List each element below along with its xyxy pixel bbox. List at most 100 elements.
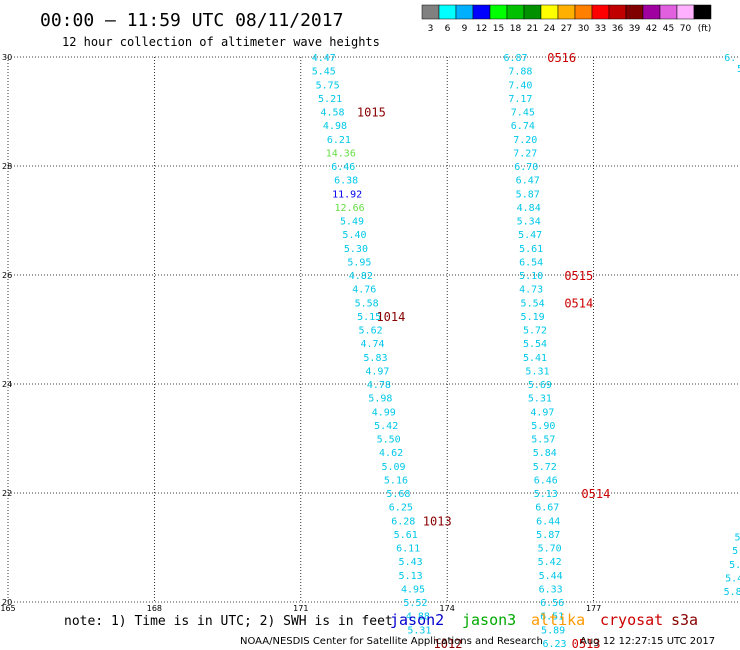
plot-grid [7, 56, 740, 603]
wave-height-point: 6.33 [539, 584, 563, 595]
wave-height-point: 5.43 [399, 557, 423, 568]
pass-time-label: 0515 [564, 269, 593, 283]
pass-time-label: 0514 [564, 296, 593, 310]
wave-height-point: 4.99 [372, 407, 396, 418]
wave-height-point: 5.84 [533, 448, 557, 459]
colorbar-swatch [523, 4, 542, 20]
wave-height-point: 5.69 [528, 380, 552, 391]
wave-height-point: 7.27 [513, 148, 537, 159]
colorbar-label: 30 [578, 24, 590, 34]
x-tick-label: 171 [293, 604, 308, 613]
wave-height-point: 5.4 [725, 573, 740, 584]
wave-height-point: 6.38 [334, 176, 358, 187]
wave-height-point: 7.88 [508, 67, 532, 78]
wave-height-point: 5.61 [394, 530, 418, 541]
wave-height-point: 5.87 [516, 189, 540, 200]
axis-ticks: 165 168 171 174 177 20 22 24 26 28 30 [0, 53, 601, 613]
wave-height-point: 6.46 [331, 162, 355, 173]
colorbar-label: 33 [595, 24, 606, 34]
colorbar-swatch [557, 4, 576, 20]
colorbar-label: 9 [462, 24, 468, 34]
wave-height-point: 4.74 [360, 339, 384, 350]
wave-height-point: 4.47 [312, 53, 336, 64]
colorbar-swatch [438, 4, 457, 20]
wave-height-point: 5.89 [541, 625, 565, 636]
wave-height-point: 5.49 [340, 217, 364, 228]
footer-note: note: 1) Time is in UTC; 2) SWH is in fe… [64, 614, 393, 629]
colorbar-label: 6 [445, 24, 451, 34]
wave-height-point: 5.42 [538, 557, 562, 568]
wave-height-point: 7.45 [511, 108, 535, 119]
colorbar-swatch [540, 4, 559, 20]
wave-height-point: 5.42 [374, 421, 398, 432]
wave-height-point: 4.97 [530, 407, 554, 418]
colorbar-swatch [608, 4, 627, 20]
colorbar-label: 12 [476, 24, 487, 34]
wave-height-point: 4.73 [519, 285, 543, 296]
wave-height-point: 4.76 [352, 285, 376, 296]
wave-height-point: 4.84 [517, 203, 541, 214]
pass-time-label: 1012 [434, 637, 463, 650]
wave-height-point: 5.52 [403, 598, 427, 609]
wave-height-point: 5.72 [523, 326, 547, 337]
y-tick-label: 30 [2, 53, 12, 62]
colorbar-swatch [625, 4, 644, 20]
y-tick-label: 20 [2, 598, 12, 607]
wave-height-point: 5.70 [538, 544, 562, 555]
x-tick-label: 177 [586, 604, 601, 613]
wave-height-point: 6.67 [535, 503, 559, 514]
colorbar-label: 21 [527, 24, 538, 34]
wave-height-point: 6.54 [519, 257, 543, 268]
satellite-legend-s3a: s3a [671, 611, 698, 629]
satellite-legend-cryosat: cryosat [600, 611, 663, 629]
wave-height-point: 5.09 [381, 462, 405, 473]
wave-height-point: 6.56 [540, 598, 564, 609]
wave-height-point: 5.95 [347, 257, 371, 268]
y-tick-label: 22 [2, 489, 12, 498]
wave-height-point: 5.47 [518, 230, 542, 241]
pass-time-label: 0516 [547, 51, 576, 65]
wave-height-point: 6.74 [511, 121, 535, 132]
wave-height-point: 4.98 [323, 121, 347, 132]
wave-height-point: 4.58 [320, 108, 344, 119]
wave-height-point: 5.34 [517, 217, 541, 228]
wave-height-point: 12.66 [335, 203, 365, 214]
colorbar-swatch [472, 4, 491, 20]
wave-height-point: 5 [735, 533, 740, 544]
colorbar-label: 27 [561, 24, 572, 34]
wave-height-point: 5.90 [531, 421, 555, 432]
wave-height-point: 5.83 [363, 353, 387, 364]
satellite-legend-jason3: jason3 [462, 611, 516, 629]
wave-height-point: 7.17 [508, 94, 532, 105]
wave-height-point: 6.51 [540, 612, 564, 623]
colorbar-swatch [642, 4, 661, 20]
footer-timestamp: Aug 12 12:27:15 UTC 2017 [580, 636, 715, 647]
wave-height-point: 5.15 [357, 312, 381, 323]
colorbar-swatch [455, 4, 474, 20]
satellite-legend: jason2 jason3 altika cryosat s3a [390, 611, 698, 629]
colorbar-legend: 3 6 9 12 15 18 21 24 27 30 33 36 39 42 45 70 (ft) [421, 4, 711, 34]
wave-height-point: 5 [732, 546, 738, 557]
wave-height-point: 5.30 [344, 244, 368, 255]
wave-height-point: 5.41 [523, 353, 547, 364]
wave-height-point: 6. [724, 53, 736, 64]
wave-height-point: 5.50 [377, 435, 401, 446]
x-tick-label: 168 [147, 604, 162, 613]
wave-height-point: 5.68 [386, 489, 410, 500]
wave-height-point: 5.40 [342, 230, 366, 241]
footer-credit: NOAA/NESDIS Center for Satellite Applica… [240, 636, 543, 647]
wave-height-point: 5.19 [521, 312, 545, 323]
wave-height-point: 5.58 [355, 298, 379, 309]
wave-height-points: 4.475.455.755.214.584.986.2114.366.466.3… [312, 53, 740, 650]
wave-height-point: 5.57 [531, 435, 555, 446]
satellite-legend-altika: altika [531, 611, 585, 629]
wave-height-point: 5. [729, 560, 740, 571]
wave-height-point: 5.31 [525, 366, 549, 377]
wave-height-point: 5.62 [359, 326, 383, 337]
page-subtitle: 12 hour collection of altimeter wave hei… [62, 35, 380, 49]
wave-height-point: 4.78 [367, 380, 391, 391]
x-tick-label: 174 [440, 604, 455, 613]
colorbar-swatch [489, 4, 508, 20]
wave-height-point: 4.88 [406, 612, 430, 623]
